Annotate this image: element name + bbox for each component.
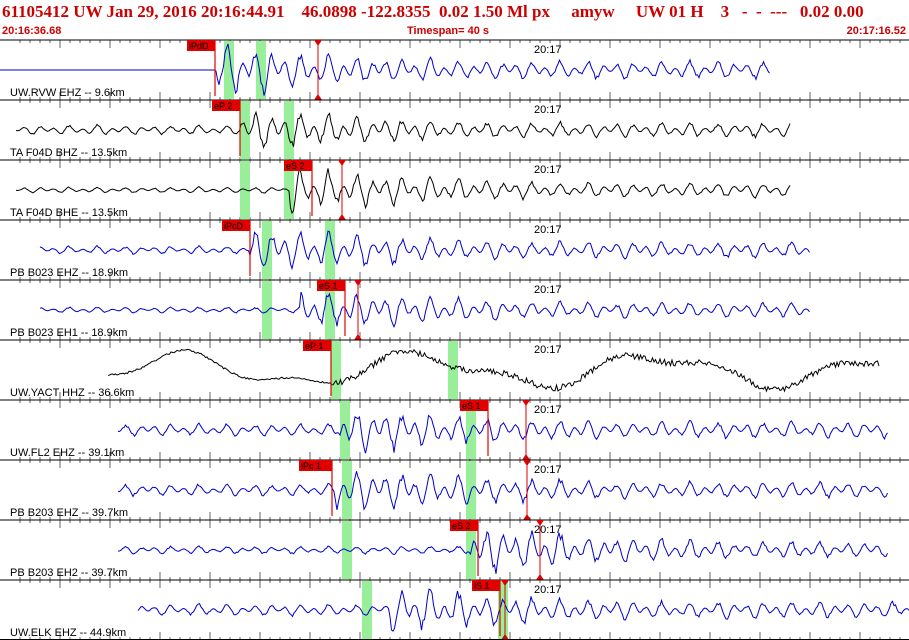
trace-row: eP 2 20:17 TA F04D BHZ -- 13.5km [0,99,909,160]
pick-flag [450,520,478,531]
phase-window [284,101,294,159]
pick-triangle-top [522,400,530,406]
pick-triangle-top [314,40,322,46]
station-label: TA F04D BHZ -- 13.5km [10,147,127,159]
event-title: 61105412 UW Jan 29, 2016 20:16:44.91 46.… [2,2,864,21]
minute-label: 20:17 [534,164,562,176]
pick-flag [284,160,312,171]
trace-row: iPc 1 20:17 PB B203 EHZ -- 39.7km [0,459,909,520]
phase-window [342,461,352,519]
station-label: UW.ELK EHZ -- 44.9km [10,627,126,639]
station-label: PB B203 EH2 -- 39.7km [10,567,127,579]
trace-row: eS 1 20:17 PB B023 EH1 -- 18.9km [0,279,909,340]
station-label: UW.RVW EHZ -- 9.6km [10,87,125,99]
pick-label: eS 2 [286,161,305,171]
waveform [15,168,791,215]
waveform [117,471,888,511]
station-label: UW.YACT HHZ -- 36.6km [10,387,134,399]
pick-label: eP 2 [214,101,232,111]
waveform [117,414,888,454]
trace-row: eS 2 20:17 PB B203 EH2 -- 39.7km [0,519,909,580]
station-label: PB B023 EHZ -- 18.9km [10,267,128,279]
start-time: 20:16:36.68 [2,25,62,37]
pick-flag [303,340,331,351]
end-time: 20:17:16.52 [846,25,906,37]
phase-window [240,161,250,219]
pick-triangle-bottom [522,454,530,460]
pick-triangle-top [354,280,362,286]
pick-label: eS 1 [319,281,338,291]
timespan-label: Timespan= 40 s [407,25,490,37]
pick-triangle-top [338,160,346,166]
pick-triangle-bottom [354,334,362,340]
trace-row: iPcD 20:17 PB B023 EHZ -- 18.9km [0,219,909,280]
phase-window [325,221,335,279]
pick-triangle-bottom [338,214,346,220]
pick-triangle-top [536,520,544,526]
waveform [39,230,810,271]
minute-label: 20:17 [534,44,562,56]
minute-label: 20:17 [534,404,562,416]
waveform [0,43,770,96]
phase-window [262,281,272,339]
phase-window [331,341,341,399]
phase-window [240,101,250,159]
pick-label: iPdD [189,41,209,51]
pick-triangle-bottom [314,94,322,100]
minute-label: 20:17 [534,284,562,296]
phase-window [340,401,350,459]
pick-label: eP 1 [305,341,323,351]
pick-label: iS 1 [474,581,490,591]
phase-window [284,161,294,219]
station-label: UW.FL2 EHZ -- 39.1km [10,447,124,459]
trace-row: eS 1 20:17 UW.FL2 EHZ -- 39.1km [0,399,909,460]
minute-label: 20:17 [534,104,562,116]
phase-window [224,41,234,99]
header-bar: 61105412 UW Jan 29, 2016 20:16:44.91 46.… [0,0,909,38]
trace-row: eS 2 20:17 TA F04D BHE -- 13.5km [0,159,909,220]
pick-flag [212,100,240,111]
phase-window [256,41,266,99]
pick-label: eS 1 [462,401,481,411]
pick-label: iPcD [224,221,244,231]
phase-window [262,221,272,279]
phase-window [325,281,335,339]
waveform [15,110,791,150]
phase-window [362,581,372,639]
pick-flag [317,280,345,291]
waveform [137,588,909,632]
pick-triangle-bottom [536,574,544,580]
pick-triangle-top [523,460,531,466]
waveform [39,291,810,328]
pick-triangle-bottom [501,634,509,640]
pick-label: iPc 1 [301,461,321,471]
minute-label: 20:17 [534,464,562,476]
pick-flag [222,220,250,231]
waveform [117,530,888,574]
pick-label: eS 2 [452,521,471,531]
minute-label: 20:17 [534,524,562,536]
phase-window [448,341,458,399]
station-label: TA F04D BHE -- 13.5km [10,207,128,219]
minute-label: 20:17 [534,584,562,596]
trace-row: iS 1 20:17 UW.ELK EHZ -- 44.9km [0,579,909,640]
pick-flag [299,460,332,471]
pick-flag [460,400,488,411]
pick-flag [472,580,500,591]
trace-row: iPdD 20:17 UW.RVW EHZ -- 9.6km [0,39,909,100]
station-label: PB B203 EHZ -- 39.7km [10,507,128,519]
station-label: PB B023 EH1 -- 18.9km [10,327,127,339]
minute-label: 20:17 [534,224,562,236]
pick-flag [187,40,215,51]
minute-label: 20:17 [534,344,562,356]
pick-triangle-bottom [523,514,531,520]
waveform [107,348,880,393]
pick-triangle-top [501,580,509,586]
trace-row: eP 1 20:17 UW.YACT HHZ -- 36.6km [0,339,909,400]
phase-window [498,581,508,639]
